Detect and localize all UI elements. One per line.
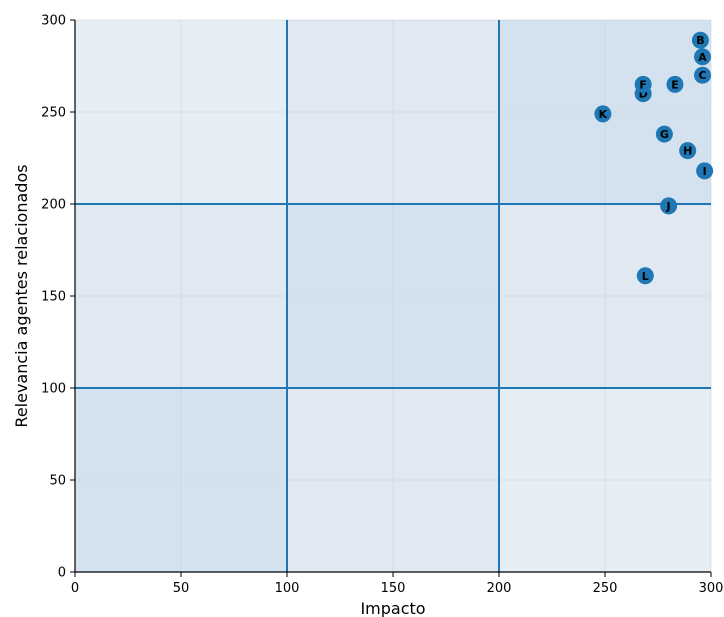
point-label: I (703, 165, 707, 178)
data-point-f: F (634, 75, 652, 93)
point-label: C (698, 69, 706, 82)
data-points: AB C D E F G HI J K L (594, 31, 714, 285)
point-marker (660, 197, 678, 215)
x-tick-label: 250 (593, 581, 618, 596)
threshold-lines (75, 20, 711, 572)
y-tick-label: 250 (41, 106, 66, 121)
point-label: L (642, 270, 649, 283)
y-tick-label: 100 (41, 382, 66, 397)
point-marker (655, 125, 673, 143)
point-label: E (671, 78, 679, 91)
point-label: K (599, 108, 608, 121)
point-label: G (660, 128, 669, 141)
data-point-l: L (636, 267, 654, 285)
point-marker (694, 66, 712, 84)
point-label: F (639, 78, 647, 91)
y-axis-ticks: 0 50 100 150 200 250 300 (41, 14, 75, 581)
point-marker (594, 105, 612, 123)
point-marker (679, 142, 697, 160)
x-axis-title: Impacto (360, 599, 425, 617)
data-point-i: I (696, 162, 714, 180)
point-marker (636, 267, 654, 285)
point-label: A (698, 51, 707, 64)
data-point-j: J (660, 197, 678, 215)
point-label: B (696, 34, 704, 47)
x-tick-label: 150 (381, 581, 406, 596)
x-tick-label: 50 (173, 581, 190, 596)
y-tick-label: 0 (58, 566, 66, 581)
data-point-e: E (666, 75, 684, 93)
point-marker (691, 31, 709, 49)
data-point-g: G (655, 125, 673, 143)
point-marker (694, 48, 712, 66)
data-point-a: A (694, 48, 712, 66)
point-marker (634, 75, 652, 93)
point-marker (696, 162, 714, 180)
x-tick-label: 200 (487, 581, 512, 596)
x-tick-label: 300 (699, 581, 724, 596)
point-label: D (639, 88, 648, 101)
y-tick-label: 50 (49, 474, 66, 489)
y-axis-title: Relevancia agentes relacionados (12, 164, 31, 427)
y-tick-label: 150 (41, 290, 66, 305)
y-tick-label: 200 (41, 198, 66, 213)
point-label: H (683, 145, 692, 158)
x-tick-label: 0 (71, 581, 79, 596)
data-point-k: K (594, 105, 612, 123)
data-point-b: B (691, 31, 709, 49)
x-tick-label: 100 (275, 581, 300, 596)
y-tick-label: 300 (41, 14, 66, 29)
data-point-c: C (694, 66, 712, 84)
x-axis-ticks: 0 50 100 150 200 250 300 (71, 572, 724, 596)
point-label: J (666, 200, 671, 213)
data-point-h: H (679, 142, 697, 160)
point-marker (666, 75, 684, 93)
